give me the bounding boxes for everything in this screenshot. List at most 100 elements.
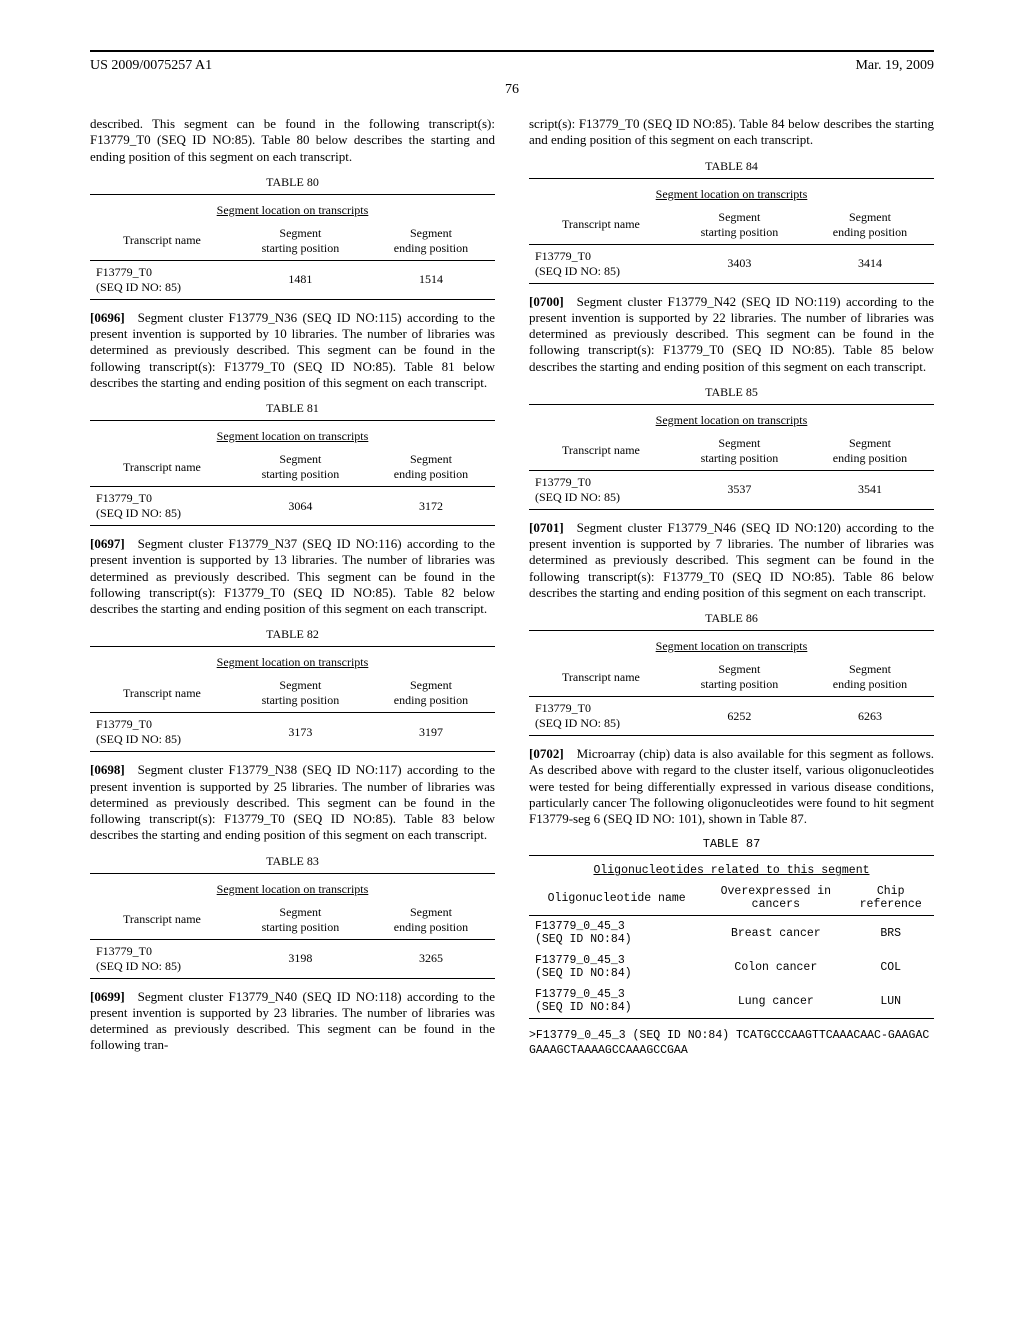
header-left: US 2009/0075257 A1 [90, 58, 212, 74]
pnum-0697: [0697] [90, 536, 125, 551]
table-84-h3: Segmentending position [806, 206, 934, 245]
table-84: Segment location on transcripts Transcri… [529, 178, 934, 284]
table-82-h1: Transcript name [90, 674, 234, 713]
table-83-r1c1: F13779_T0(SEQ ID NO: 85) [90, 939, 234, 978]
table-86-caption: Segment location on transcripts [529, 631, 934, 659]
table-83-h2: Segmentstarting position [234, 901, 367, 940]
table-82-r1c2: 3173 [234, 713, 367, 752]
para-0702: [0702] Microarray (chip) data is also av… [529, 746, 934, 827]
table-85-h3: Segmentending position [806, 432, 934, 471]
table-84-r1c3: 3414 [806, 244, 934, 283]
table-84-r1c2: 3403 [673, 244, 806, 283]
table-87-r3c1: F13779_0_45_3(SEQ ID NO:84) [529, 984, 704, 1019]
table-85-r1c2: 3537 [673, 470, 806, 509]
sequence-block: >F13779_0_45_3 (SEQ ID NO:84) TCATGCCCAA… [529, 1029, 934, 1059]
table-86-label: TABLE 86 [529, 611, 934, 626]
ptext-0702: Microarray (chip) data is also available… [529, 746, 934, 826]
pnum-0696: [0696] [90, 310, 125, 325]
table-87-r3c2: Lung cancer [704, 984, 847, 1019]
ptext-0696: Segment cluster F13779_N36 (SEQ ID NO:11… [90, 310, 495, 390]
table-86-r1c1: F13779_T0(SEQ ID NO: 85) [529, 697, 673, 736]
table-85-h2: Segmentstarting position [673, 432, 806, 471]
table-81-r1c1: F13779_T0(SEQ ID NO: 85) [90, 487, 234, 526]
table-80-label: TABLE 80 [90, 175, 495, 190]
table-85-r1c1: F13779_T0(SEQ ID NO: 85) [529, 470, 673, 509]
ptext-0699: Segment cluster F13779_N40 (SEQ ID NO:11… [90, 989, 495, 1053]
table-80-h1: Transcript name [90, 222, 234, 261]
table-80-h3: Segmentending position [367, 222, 495, 261]
content-columns: described. This segment can be found in … [90, 116, 934, 1064]
para-0701: [0701] Segment cluster F13779_N46 (SEQ I… [529, 520, 934, 601]
table-83: Segment location on transcripts Transcri… [90, 873, 495, 979]
pnum-0699: [0699] [90, 989, 125, 1004]
table-86-h1: Transcript name [529, 658, 673, 697]
table-82-h3: Segmentending position [367, 674, 495, 713]
page-header: US 2009/0075257 A1 Mar. 19, 2009 [90, 58, 934, 74]
table-86: Segment location on transcripts Transcri… [529, 630, 934, 736]
table-86-h3: Segmentending position [806, 658, 934, 697]
table-82: Segment location on transcripts Transcri… [90, 646, 495, 752]
ptext-0701: Segment cluster F13779_N46 (SEQ ID NO:12… [529, 520, 934, 600]
table-87: Oligonucleotides related to this segment… [529, 855, 934, 1019]
table-80-r1c2: 1481 [234, 260, 367, 299]
ptext-0697: Segment cluster F13779_N37 (SEQ ID NO:11… [90, 536, 495, 616]
table-83-caption: Segment location on transcripts [90, 873, 495, 901]
para-0700: [0700] Segment cluster F13779_N42 (SEQ I… [529, 294, 934, 375]
table-86-h2: Segmentstarting position [673, 658, 806, 697]
table-81-label: TABLE 81 [90, 401, 495, 416]
table-80-h2: Segmentstarting position [234, 222, 367, 261]
table-82-caption: Segment location on transcripts [90, 647, 495, 675]
table-85-h1: Transcript name [529, 432, 673, 471]
table-81-h1: Transcript name [90, 448, 234, 487]
table-81-r1c2: 3064 [234, 487, 367, 526]
table-83-h3: Segmentending position [367, 901, 495, 940]
table-85-label: TABLE 85 [529, 385, 934, 400]
para-top-right: script(s): F13779_T0 (SEQ ID NO:85). Tab… [529, 116, 934, 149]
table-87-r2c1: F13779_0_45_3(SEQ ID NO:84) [529, 950, 704, 984]
table-85-caption: Segment location on transcripts [529, 404, 934, 432]
pnum-0702: [0702] [529, 746, 564, 761]
table-86-r1c3: 6263 [806, 697, 934, 736]
table-87-r1c3: BRS [847, 916, 934, 951]
pnum-0700: [0700] [529, 294, 564, 309]
pnum-0701: [0701] [529, 520, 564, 535]
table-81-r1c3: 3172 [367, 487, 495, 526]
header-divider [90, 50, 934, 52]
table-81: Segment location on transcripts Transcri… [90, 420, 495, 526]
table-87-label: TABLE 87 [529, 837, 934, 851]
table-87-h1: Oligonucleotide name [529, 881, 704, 916]
table-87-r2c3: COL [847, 950, 934, 984]
ptext-0698: Segment cluster F13779_N38 (SEQ ID NO:11… [90, 762, 495, 842]
table-81-h2: Segmentstarting position [234, 448, 367, 487]
table-87-r1c1: F13779_0_45_3(SEQ ID NO:84) [529, 916, 704, 951]
left-column: described. This segment can be found in … [90, 116, 495, 1064]
table-80: Segment location on transcripts Transcri… [90, 194, 495, 300]
header-right: Mar. 19, 2009 [855, 58, 934, 74]
page: US 2009/0075257 A1 Mar. 19, 2009 76 desc… [0, 0, 1024, 1104]
table-83-h1: Transcript name [90, 901, 234, 940]
table-82-r1c1: F13779_T0(SEQ ID NO: 85) [90, 713, 234, 752]
table-84-r1c1: F13779_T0(SEQ ID NO: 85) [529, 244, 673, 283]
table-80-r1c3: 1514 [367, 260, 495, 299]
para-top-left: described. This segment can be found in … [90, 116, 495, 165]
table-81-caption: Segment location on transcripts [90, 421, 495, 449]
para-0698: [0698] Segment cluster F13779_N38 (SEQ I… [90, 762, 495, 843]
table-83-r1c2: 3198 [234, 939, 367, 978]
table-84-label: TABLE 84 [529, 159, 934, 174]
table-83-label: TABLE 83 [90, 854, 495, 869]
para-0696: [0696] Segment cluster F13779_N36 (SEQ I… [90, 310, 495, 391]
table-80-r1c1: F13779_T0(SEQ ID NO: 85) [90, 260, 234, 299]
table-81-h3: Segmentending position [367, 448, 495, 487]
table-87-r3c3: LUN [847, 984, 934, 1019]
table-87-caption: Oligonucleotides related to this segment [529, 856, 934, 882]
table-80-caption: Segment location on transcripts [90, 194, 495, 222]
table-83-r1c3: 3265 [367, 939, 495, 978]
table-85: Segment location on transcripts Transcri… [529, 404, 934, 510]
table-82-r1c3: 3197 [367, 713, 495, 752]
right-column: script(s): F13779_T0 (SEQ ID NO:85). Tab… [529, 116, 934, 1064]
table-84-h2: Segmentstarting position [673, 206, 806, 245]
table-82-label: TABLE 82 [90, 627, 495, 642]
table-87-r2c2: Colon cancer [704, 950, 847, 984]
table-85-r1c3: 3541 [806, 470, 934, 509]
ptext-0700: Segment cluster F13779_N42 (SEQ ID NO:11… [529, 294, 934, 374]
